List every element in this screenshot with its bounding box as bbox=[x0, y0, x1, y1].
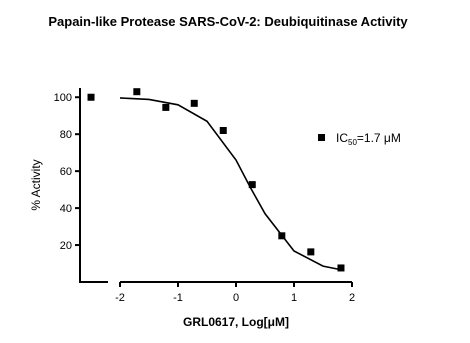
data-point bbox=[248, 181, 256, 189]
x-axis-label: GRL0617, Log[μM] bbox=[183, 315, 289, 329]
x-tick-label: 0 bbox=[233, 292, 239, 304]
legend-text: IC bbox=[336, 131, 348, 145]
y-tick-label: 40 bbox=[60, 203, 72, 215]
chart-title: Papain-like Protease SARS-CoV-2: Deubiqu… bbox=[48, 14, 408, 29]
data-point bbox=[162, 103, 170, 111]
legend-marker bbox=[318, 134, 325, 141]
data-point bbox=[219, 126, 227, 134]
x-tick-label: 1 bbox=[291, 292, 297, 304]
x-tick-label: 2 bbox=[349, 292, 355, 304]
data-point bbox=[307, 248, 315, 256]
data-point bbox=[87, 93, 95, 101]
x-tick-label: -2 bbox=[115, 292, 125, 304]
legend-text: 50 bbox=[348, 138, 357, 147]
y-tick-label: 60 bbox=[60, 166, 72, 178]
legend-label: IC50=1.7 μM bbox=[336, 131, 401, 147]
y-tick-label: 20 bbox=[60, 240, 72, 252]
legend-text: =1.7 μM bbox=[357, 131, 401, 145]
y-axis-label: % Activity bbox=[29, 159, 43, 210]
x-tick-label: -1 bbox=[173, 292, 183, 304]
y-tick-label: 80 bbox=[60, 129, 72, 141]
data-point bbox=[190, 99, 198, 107]
fit-curve bbox=[119, 97, 341, 271]
y-tick-label: 100 bbox=[54, 92, 72, 104]
data-point bbox=[337, 264, 345, 272]
data-point bbox=[133, 88, 141, 96]
